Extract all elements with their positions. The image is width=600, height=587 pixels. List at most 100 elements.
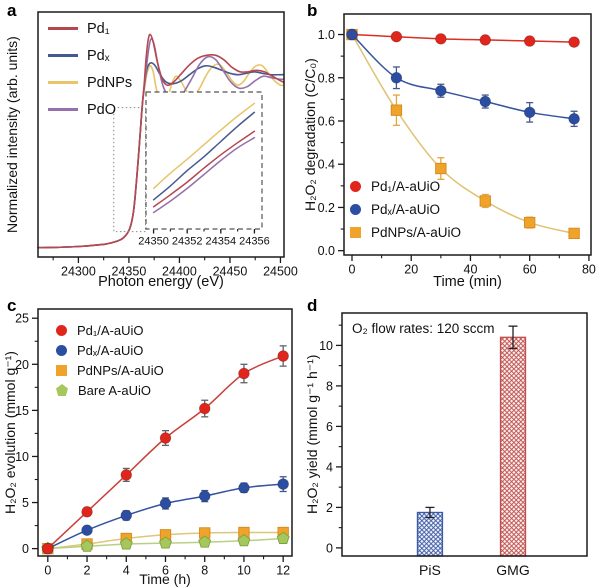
- svg-text:4: 4: [123, 564, 130, 578]
- legend-label: PdO: [87, 101, 117, 118]
- svg-text:0: 0: [22, 542, 29, 556]
- inset-series-Pdₓ: [152, 111, 256, 201]
- panel-c-xlabel: Time (h): [139, 571, 191, 587]
- legend-label: Pd₁/A-aUiO: [77, 322, 144, 338]
- svg-text:24354: 24354: [206, 236, 237, 248]
- series-Pd₁/A-aUiO: [42, 345, 289, 555]
- y-axis: 0.0 0.2 0.4 0.6 0.8 1.0: [318, 28, 344, 258]
- svg-text:20: 20: [15, 358, 29, 372]
- panel-a-legend: Pd₁ Pdₓ PdNPs PdO: [48, 15, 132, 123]
- svg-text:12: 12: [276, 564, 290, 578]
- svg-text:0: 0: [44, 564, 51, 578]
- svg-text:0: 0: [349, 263, 356, 277]
- panel-b: 0 20 40 60 80 0.0 0.2 0.4 0.6 0.8 1.0 b H₂O₂ degra…: [300, 0, 600, 293]
- panel-a-xlabel: Photon energy (eV): [98, 274, 224, 290]
- svg-text:25: 25: [15, 312, 29, 326]
- legend-item: PdO: [48, 96, 132, 123]
- legend-line-swatch: [48, 27, 78, 30]
- panel-c-chart: 0 2 4 6 8 10 12 0 5 10 15 20 25: [15, 308, 293, 578]
- series-Pdₓ/A-aUiO: [42, 476, 289, 555]
- category-label: GMG: [496, 562, 529, 578]
- panel-c-ylabel: H₂O₂ evolution (mmol g⁻¹): [2, 351, 18, 514]
- legend-label: Pd₁: [87, 20, 110, 37]
- svg-text:0.4: 0.4: [318, 158, 335, 172]
- panel-c-legend: Pd₁/A-aUiO Pdₓ/A-aUiO PdNPs/A-aUiO Bare …: [56, 320, 164, 400]
- svg-text:20: 20: [404, 263, 418, 277]
- svg-text:24352: 24352: [172, 236, 203, 248]
- legend-item: Bare A-aUiO: [56, 380, 164, 400]
- panel-d-annotation: O₂ flow rates: 120 sccm: [352, 321, 495, 336]
- legend-label: Pd₁/A-aUiO: [371, 179, 441, 194]
- panel-b-tag: b: [307, 1, 318, 20]
- legend-pentagon-swatch: [56, 384, 68, 396]
- svg-text:1.0: 1.0: [318, 28, 335, 42]
- svg-text:15: 15: [15, 404, 29, 418]
- panel-d-ylabel: H₂O₂ yield (mmol g⁻¹ h⁻¹): [304, 354, 320, 515]
- legend-label: Pdₓ/A-aUiO: [371, 202, 440, 217]
- svg-text:4: 4: [326, 460, 333, 474]
- legend-circle-swatch: [56, 324, 67, 336]
- svg-text:0.0: 0.0: [318, 244, 335, 258]
- legend-square-swatch: [56, 364, 67, 376]
- legend-label: Bare A-aUiO: [78, 382, 151, 398]
- svg-text:6: 6: [326, 420, 333, 434]
- legend-label: PdNPs/A-aUiO: [77, 362, 164, 378]
- panel-b-xlabel: Time (min): [433, 274, 502, 290]
- svg-text:5: 5: [22, 496, 29, 510]
- svg-text:24356: 24356: [239, 236, 270, 248]
- panel-a-plot: 24300 24350 24400 24450 24500: [37, 11, 298, 279]
- legend-circle-swatch: [350, 181, 361, 192]
- legend-item: Pd₁: [48, 15, 132, 42]
- svg-text:0.6: 0.6: [318, 114, 335, 128]
- inset-series-Pd₁: [152, 130, 256, 208]
- panel-a: 24300 24350 24400 24450 24500 24350 24352 24354…: [0, 0, 300, 293]
- svg-text:80: 80: [582, 263, 596, 277]
- svg-text:0.2: 0.2: [318, 201, 335, 215]
- svg-c-plot: 0 2 4 6 8 10 12 0 5 10 15 20 25: [15, 308, 293, 578]
- panel-b-chart: 0 20 40 60 80 0.0 0.2 0.4 0.6 0.8 1.0: [318, 13, 596, 277]
- svg-text:0: 0: [326, 541, 333, 555]
- legend-item: PdNPs: [48, 69, 132, 96]
- svg-text:24300: 24300: [61, 265, 96, 279]
- panel-c-tag: c: [7, 296, 17, 315]
- panel-a-ylabel: Normalized intensity (arb. units): [4, 36, 20, 233]
- svg-text:40: 40: [464, 263, 478, 277]
- svg-text:24450: 24450: [213, 265, 248, 279]
- legend-label: PdNPs/A-aUiO: [371, 225, 462, 240]
- panel-d-plot: 0 2 4 6 8 10 PiS GMG: [319, 312, 588, 578]
- legend-circle-swatch: [350, 204, 361, 215]
- legend-label: Pdₓ: [87, 47, 110, 64]
- bar-GMG: [499, 325, 527, 557]
- legend-item: Pdₓ: [48, 42, 132, 69]
- panel-b-ylabel: H₂O₂ degradation (C/C₀): [302, 58, 318, 211]
- category-label: PiS: [419, 562, 441, 578]
- panel-d-chart: 0 2 4 6 8 10 PiS GMG: [319, 312, 588, 578]
- svg-text:2: 2: [326, 501, 333, 515]
- legend-square-swatch: [350, 227, 361, 238]
- inset-series-PdNPs: [152, 102, 256, 190]
- svg-text:0.8: 0.8: [318, 71, 335, 85]
- panel-c: 0 2 4 6 8 10 12 0 5 10 15 20 25 c H₂O₂ evolution (mm…: [0, 293, 300, 587]
- panel-a-inset: 24350 24352 24354 24356: [138, 91, 270, 248]
- svg-text:24500: 24500: [263, 265, 298, 279]
- legend-item: Pd₁/A-aUiO: [56, 320, 164, 340]
- svg-text:6: 6: [162, 564, 169, 578]
- legend-item: PdNPs/A-aUiO: [350, 221, 461, 244]
- svg-b-plot: 0 20 40 60 80 0.0 0.2 0.4 0.6 0.8 1.0: [318, 13, 596, 277]
- legend-item: PdNPs/A-aUiO: [56, 360, 164, 380]
- legend-label: Pdₓ/A-aUiO: [77, 342, 144, 358]
- svg-text:8: 8: [201, 564, 208, 578]
- series-Pd₁/A-aUiO: [346, 28, 580, 48]
- legend-label: PdNPs: [87, 74, 133, 91]
- svg-text:60: 60: [523, 263, 537, 277]
- legend-circle-swatch: [56, 344, 67, 356]
- series-Pd₁: [37, 33, 285, 249]
- legend-line-swatch: [48, 108, 78, 111]
- legend-line-swatch: [48, 54, 78, 57]
- svg-text:24400: 24400: [162, 265, 197, 279]
- series-Bare A-aUiO: [41, 531, 290, 555]
- panel-d-tag: d: [307, 296, 318, 315]
- legend-item: Pd₁/A-aUiO: [350, 175, 461, 198]
